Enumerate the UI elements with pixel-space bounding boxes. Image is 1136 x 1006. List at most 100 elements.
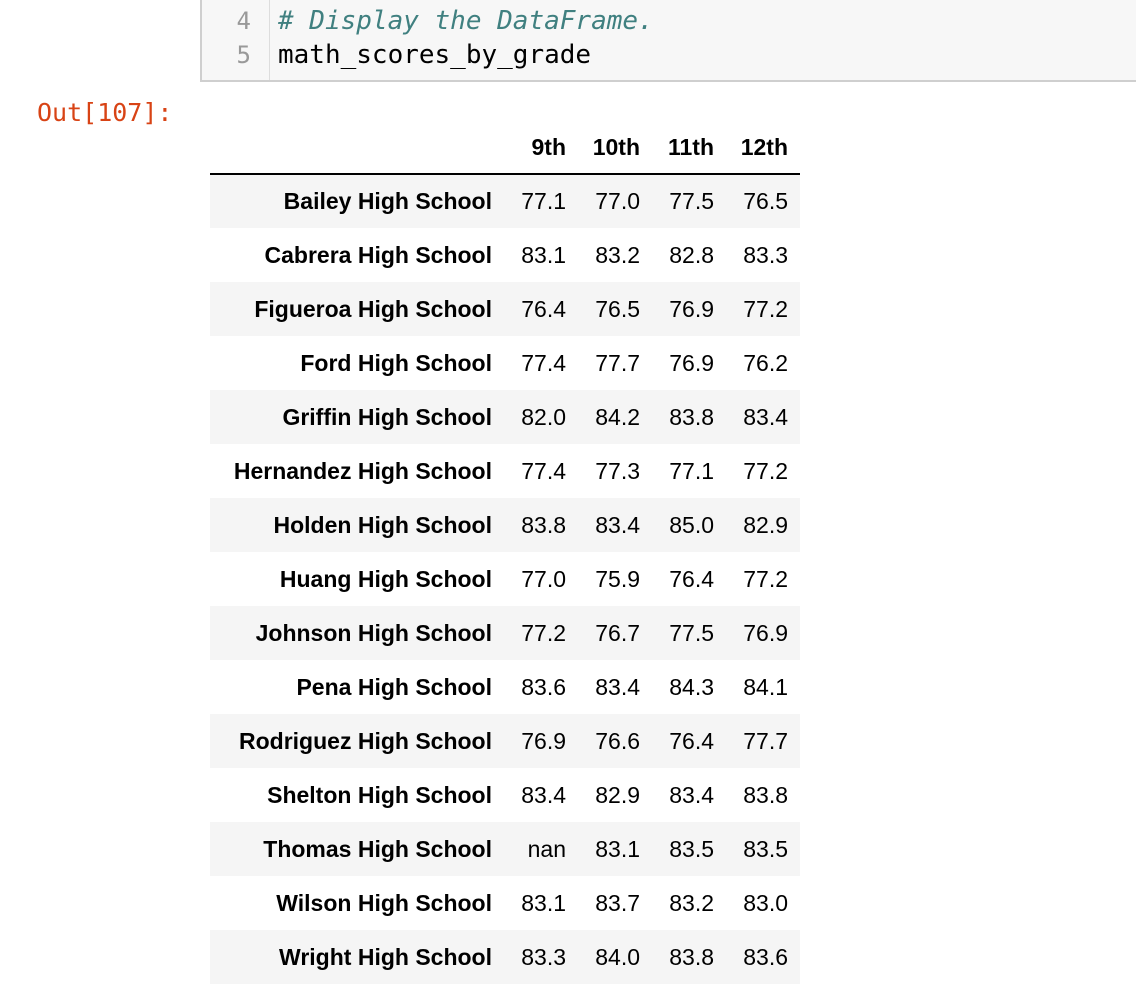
- table-cell: 76.6: [595, 727, 640, 754]
- table-cell: 83.1: [595, 835, 640, 862]
- table-cell: 83.4: [521, 781, 566, 808]
- table-cell: 84.0: [595, 943, 640, 970]
- row-index-label: Figueroa High School: [254, 295, 492, 322]
- row-index-label: Rodriguez High School: [239, 727, 492, 754]
- table-body: Bailey High School 77.1 77.0 77.5 76.5 Cabrer…: [210, 174, 800, 984]
- table-cell: 76.9: [669, 295, 714, 322]
- table-cell: 83.2: [669, 889, 714, 916]
- table-cell: 83.1: [521, 889, 566, 916]
- table-cell: 84.1: [743, 673, 788, 700]
- table-cell: 84.2: [595, 403, 640, 430]
- table-cell: 77.2: [743, 457, 788, 484]
- code-line-comment[interactable]: # Display the DataFrame.: [278, 6, 654, 36]
- row-index-label: Cabrera High School: [264, 241, 492, 268]
- line-number: 5: [236, 41, 251, 69]
- table-cell: 83.4: [669, 781, 714, 808]
- table-cell: 82.9: [595, 781, 640, 808]
- table-cell: 77.4: [521, 457, 566, 484]
- table-cell: 83.8: [743, 781, 788, 808]
- table-cell: 77.2: [521, 619, 566, 646]
- table-row: Ford High School 77.4 77.7 76.9 76.2: [210, 336, 800, 390]
- table-cell: nan: [527, 835, 566, 862]
- row-index-label: Bailey High School: [283, 188, 492, 214]
- table-cell: 83.8: [669, 403, 714, 430]
- table-row: Johnson High School 77.2 76.7 77.5 76.9: [210, 606, 800, 660]
- table-cell: 83.4: [743, 403, 788, 430]
- table-row: Figueroa High School 76.4 76.5 76.9 77.2: [210, 282, 800, 336]
- table-row: Thomas High School nan 83.1 83.5 83.5: [210, 822, 800, 876]
- table-cell: 83.5: [669, 835, 714, 862]
- table-cell: 82.8: [669, 241, 714, 268]
- table-cell: 76.4: [669, 727, 714, 754]
- table-cell: 76.9: [669, 349, 714, 376]
- table-cell: 77.0: [595, 188, 640, 214]
- table-cell: 77.7: [743, 727, 788, 754]
- table-cell: 83.3: [521, 943, 566, 970]
- table-cell: 82.0: [521, 403, 566, 430]
- row-index-label: Johnson High School: [255, 619, 492, 646]
- table-cell: 77.3: [595, 457, 640, 484]
- table-cell: 83.0: [743, 889, 788, 916]
- table-cell: 77.1: [669, 457, 714, 484]
- table-cell: 76.9: [743, 619, 788, 646]
- table-cell: 76.9: [521, 727, 566, 754]
- column-header: 12th: [726, 122, 800, 175]
- table-row: Griffin High School 82.0 84.2 83.8 83.4: [210, 390, 800, 444]
- row-index-label: Holden High School: [273, 511, 493, 538]
- table-cell: 83.1: [521, 241, 566, 268]
- dataframe-table: 9th 10th 11th 12th Bailey High School 77.…: [210, 122, 800, 984]
- table-cell: 77.2: [743, 295, 788, 322]
- column-header: 10th: [578, 122, 652, 175]
- row-index-label: Ford High School: [300, 349, 492, 376]
- row-index-label: Wright High School: [279, 943, 492, 970]
- table-cell: 76.7: [595, 619, 640, 646]
- table-cell: 75.9: [595, 565, 640, 592]
- table-row: Bailey High School 77.1 77.0 77.5 76.5: [210, 174, 800, 228]
- table-row: Rodriguez High School 76.9 76.6 76.4 77.7: [210, 714, 800, 768]
- line-number: 4: [236, 7, 251, 35]
- row-index-label: Wilson High School: [276, 889, 492, 916]
- table-cell: 83.2: [595, 241, 640, 268]
- table-cell: 84.3: [669, 673, 714, 700]
- table-cell: 83.6: [521, 673, 566, 700]
- line-number-gutter: 4 5: [202, 0, 270, 80]
- table-row: Huang High School 77.0 75.9 76.4 77.2: [210, 552, 800, 606]
- table-cell: 77.2: [743, 565, 788, 592]
- table-cell: 76.5: [743, 188, 788, 214]
- table-cell: 77.5: [669, 619, 714, 646]
- code-input-cell[interactable]: 4 5 # Display the DataFrame. math_scores…: [200, 0, 1136, 82]
- row-index-label: Hernandez High School: [233, 457, 492, 484]
- table-cell: 83.5: [743, 835, 788, 862]
- table-cell: 83.7: [595, 889, 640, 916]
- table-row: Wright High School 83.3 84.0 83.8 83.6: [210, 930, 800, 984]
- table-header-row: 9th 10th 11th 12th: [210, 122, 800, 175]
- table-cell: 83.8: [521, 511, 566, 538]
- column-header: 9th: [504, 122, 578, 175]
- table-cell: 77.0: [521, 565, 566, 592]
- column-header: 11th: [652, 122, 726, 175]
- table-cell: 83.8: [669, 943, 714, 970]
- index-header: [210, 122, 504, 175]
- table-row: Shelton High School 83.4 82.9 83.4 83.8: [210, 768, 800, 822]
- row-index-label: Shelton High School: [267, 781, 492, 808]
- table-cell: 82.9: [743, 511, 788, 538]
- table-cell: 83.6: [743, 943, 788, 970]
- row-index-label: Griffin High School: [282, 403, 492, 430]
- table-row: Cabrera High School 83.1 83.2 82.8 83.3: [210, 228, 800, 282]
- table-cell: 77.7: [595, 349, 640, 376]
- table-row: Pena High School 83.6 83.4 84.3 84.1: [210, 660, 800, 714]
- table-cell: 76.4: [669, 565, 714, 592]
- table-cell: 85.0: [669, 511, 714, 538]
- table-cell: 76.2: [743, 349, 788, 376]
- table-cell: 77.1: [521, 188, 566, 214]
- row-index-label: Pena High School: [296, 673, 492, 700]
- table-cell: 77.4: [521, 349, 566, 376]
- table-cell: 83.4: [595, 673, 640, 700]
- table-row: Hernandez High School 77.4 77.3 77.1 77.2: [210, 444, 800, 498]
- table-cell: 77.5: [669, 188, 714, 214]
- output-prompt: Out[107]:: [37, 98, 173, 127]
- table-cell: 76.4: [521, 295, 566, 322]
- code-line[interactable]: math_scores_by_grade: [278, 40, 592, 70]
- row-index-label: Huang High School: [279, 565, 492, 592]
- table-row: Wilson High School 83.1 83.7 83.2 83.0: [210, 876, 800, 930]
